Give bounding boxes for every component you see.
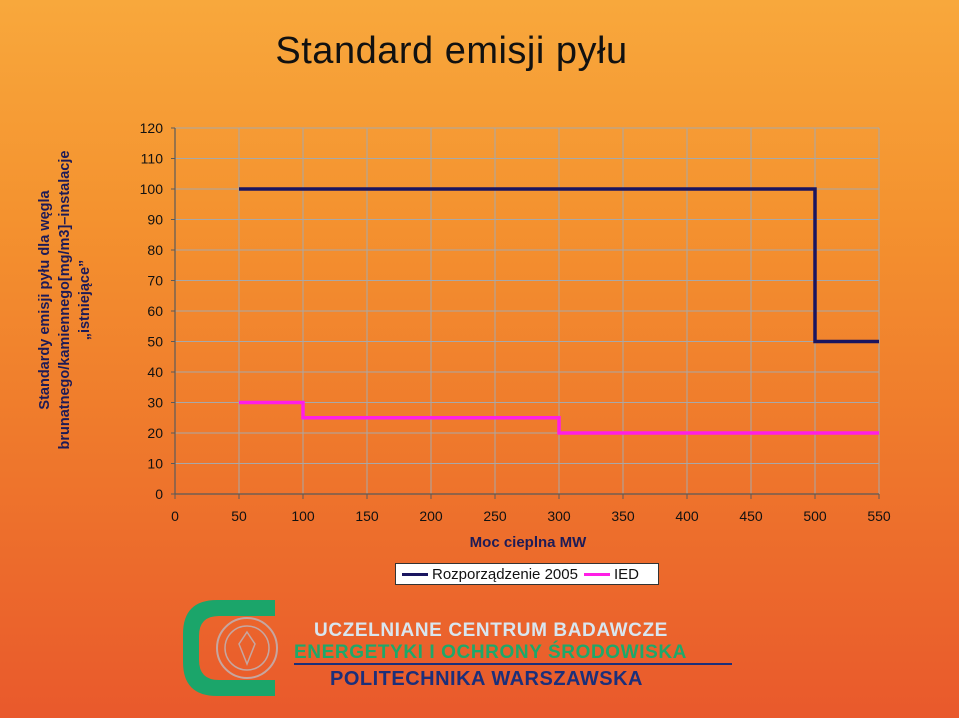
x-tick-label: 450 [739, 508, 763, 524]
x-tick-label: 500 [803, 508, 827, 524]
y-tick-label: 20 [147, 425, 163, 441]
legend-label: IED [613, 565, 639, 583]
series [239, 187, 879, 435]
y-tick-label: 60 [147, 303, 163, 319]
x-tick-label: 250 [483, 508, 507, 524]
y-tick-label: 110 [141, 151, 164, 167]
y-tick-label: 50 [147, 334, 163, 350]
x-tick-label: 200 [419, 508, 443, 524]
legend-swatch [583, 572, 610, 576]
y-tick-label: 40 [147, 364, 163, 380]
y-tick-label: 100 [140, 181, 164, 197]
footer-line-2: ENERGETYKI I OCHRONY ŚRODOWISKA [294, 642, 688, 663]
footer-divider [294, 663, 732, 665]
y-tick-label: 10 [147, 456, 163, 472]
logo-emblem-ring [216, 617, 278, 679]
x-tick-label: 100 [291, 508, 315, 524]
slide-title: Standard emisji pyłu [275, 30, 628, 72]
axes [171, 127, 880, 499]
series-line [239, 187, 879, 344]
x-tick-label: 550 [867, 508, 891, 524]
chart: 0 10 20 30 40 50 60 70 80 90 100 110 120 0 50 100 150 200… [140, 120, 891, 551]
x-tick-label: 150 [355, 508, 379, 524]
y-tick-label: 30 [147, 395, 163, 411]
logo-emblem-inner [224, 625, 270, 671]
legend-label: Rozporządzenie 2005 [432, 565, 578, 583]
y-tick-label: 90 [147, 212, 163, 228]
y-tick-label: 70 [147, 273, 163, 289]
y-tick-label: 0 [155, 486, 163, 502]
institute-logo [183, 600, 278, 696]
logo-emblem-mark [238, 630, 256, 667]
footer-line-1: UCZELNIANE CENTRUM BADAWCZE [314, 620, 668, 641]
legend: Rozporządzenie 2005 IED [395, 563, 659, 585]
x-tick-label: 350 [611, 508, 635, 524]
tick-labels: 0 10 20 30 40 50 60 70 80 90 100 110 120 0 50 100 150 200… [140, 120, 891, 524]
x-tick-label: 0 [171, 508, 179, 524]
footer-line-3: POLITECHNIKA WARSZAWSKA [330, 668, 643, 690]
logo-green-bracket [183, 600, 275, 696]
x-axis-label: Moc cieplna MW [470, 534, 588, 551]
x-tick-label: 400 [675, 508, 699, 524]
x-tick-label: 50 [231, 508, 247, 524]
series-line [239, 400, 879, 435]
legend-swatch [402, 572, 428, 576]
y-tick-label: 80 [147, 242, 163, 258]
y-tick-label: 120 [140, 120, 164, 136]
gridlines [175, 127, 880, 494]
x-tick-label: 300 [547, 508, 571, 524]
